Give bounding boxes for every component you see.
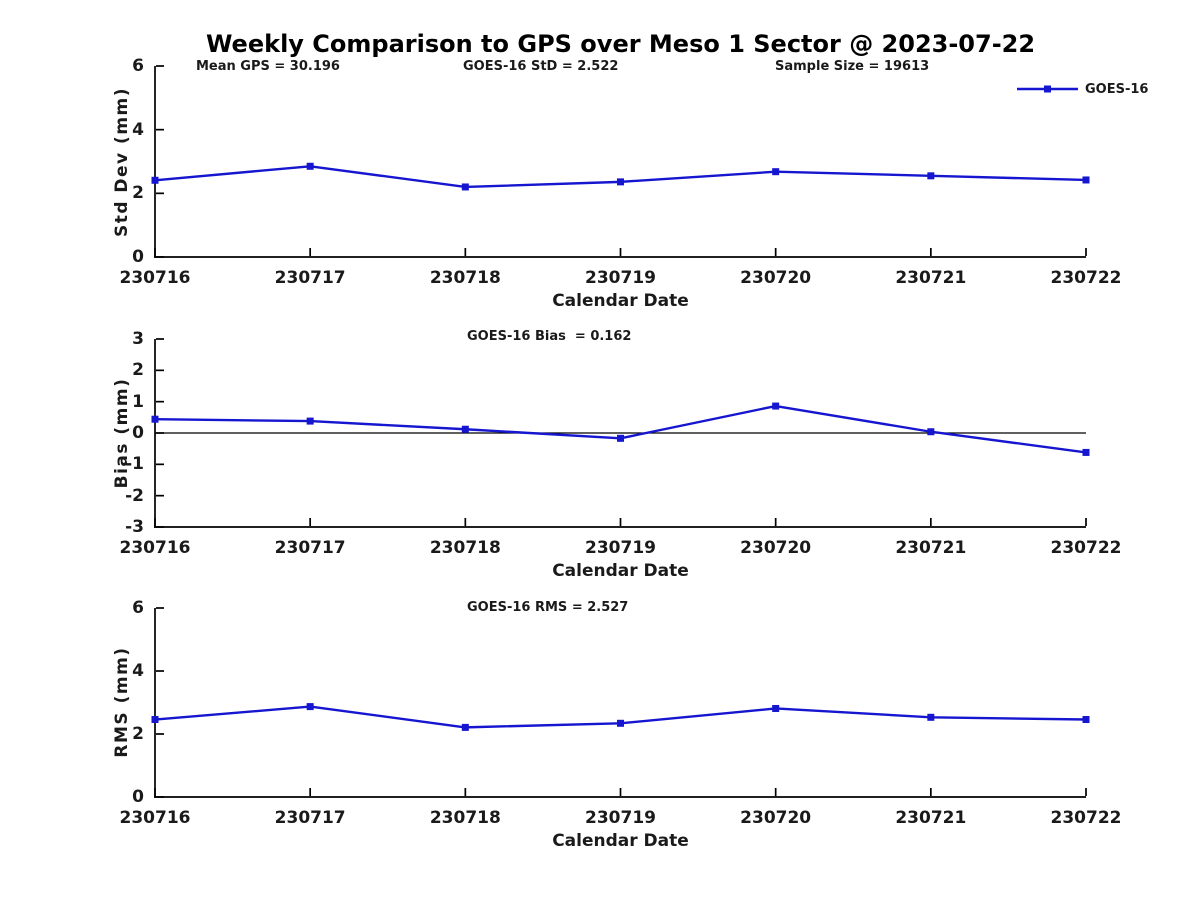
y-tick-label: -2 — [125, 485, 144, 506]
data-point-marker — [151, 176, 159, 184]
x-tick-label: 230722 — [1050, 808, 1122, 828]
x-tick-label: 230721 — [895, 808, 967, 828]
data-point-marker — [151, 716, 159, 724]
subplot-rms — [151, 607, 1090, 798]
x-tick-label: 230716 — [119, 538, 191, 558]
legend-label-goes16: GOES-16 — [1085, 82, 1149, 97]
data-point-marker — [151, 415, 159, 423]
data-point-marker — [927, 428, 935, 436]
data-point-marker — [1082, 716, 1090, 724]
x-tick-label: 230720 — [740, 808, 812, 828]
x-tick-label: 230718 — [429, 268, 501, 288]
x-tick-label: 230721 — [895, 538, 967, 558]
x-axis-label-subplot1: Calendar Date — [552, 291, 689, 311]
figure-title: Weekly Comparison to GPS over Meso 1 Sec… — [205, 30, 1036, 58]
legend-marker-square — [1044, 85, 1051, 93]
data-point-marker — [461, 723, 469, 731]
data-point-marker — [927, 172, 935, 180]
subplot-bias — [151, 338, 1090, 528]
legend — [1017, 85, 1078, 93]
subplot-std-dev — [151, 65, 1090, 258]
x-tick-label: 230719 — [585, 538, 656, 558]
x-tick-label: 230722 — [1050, 268, 1122, 288]
data-point-marker — [772, 402, 780, 410]
annotation-mean-gps: Mean GPS = 30.196 — [196, 59, 340, 74]
y-tick-label: 1 — [132, 391, 144, 412]
x-tick-label: 230720 — [740, 538, 812, 558]
x-axis-label-subplot3: Calendar Date — [552, 831, 689, 851]
data-point-marker — [772, 704, 780, 712]
x-tick-label: 230718 — [429, 538, 501, 558]
annotation-goes16-rms: GOES-16 RMS = 2.527 — [467, 600, 629, 615]
y-tick-label: 3 — [132, 329, 144, 349]
annotation-goes16-std: GOES-16 StD = 2.522 — [463, 59, 619, 74]
x-tick-label: 230722 — [1050, 538, 1122, 558]
x-tick-label: 230716 — [119, 268, 191, 288]
x-tick-label: 230718 — [429, 808, 501, 828]
y-tick-label: 2 — [132, 724, 144, 744]
data-point-marker — [927, 713, 935, 721]
data-point-marker — [617, 719, 624, 727]
y-tick-label: 6 — [132, 56, 144, 76]
x-tick-label: 230716 — [119, 808, 191, 828]
y-tick-label: 2 — [132, 183, 144, 204]
data-point-marker — [772, 168, 780, 176]
data-point-marker — [306, 417, 314, 425]
x-tick-label: 230721 — [895, 268, 967, 288]
y-tick-label: 2 — [132, 360, 144, 381]
data-point-marker — [461, 183, 469, 191]
data-point-marker — [1082, 448, 1090, 456]
y-tick-label: 4 — [132, 661, 144, 681]
y-tick-label: 0 — [132, 787, 144, 807]
data-point-marker — [306, 703, 314, 711]
x-tick-label: 230717 — [274, 268, 346, 288]
y-tick-label: 0 — [132, 423, 144, 443]
data-point-marker — [1082, 176, 1090, 184]
data-point-marker — [617, 178, 624, 186]
annotation-goes16-bias: GOES-16 Bias = 0.162 — [467, 329, 632, 344]
series-line-goes-16 — [154, 404, 1087, 454]
y-axis-label-std-dev: Std Dev (mm) — [112, 86, 132, 238]
y-tick-label: 6 — [132, 598, 144, 618]
x-axis-label-subplot2: Calendar Date — [552, 561, 689, 581]
x-tick-label: 230717 — [274, 808, 346, 828]
y-tick-label: -3 — [125, 517, 144, 537]
data-point-marker — [617, 434, 624, 442]
y-tick-label: 4 — [132, 119, 144, 140]
data-point-marker — [461, 425, 469, 433]
x-tick-label: 230717 — [274, 538, 346, 558]
x-tick-label: 230719 — [585, 808, 656, 828]
y-tick-label: -1 — [125, 454, 144, 475]
x-tick-label: 230719 — [585, 268, 656, 288]
x-tick-label: 230720 — [740, 268, 812, 288]
data-point-marker — [306, 162, 314, 170]
annotation-sample-size: Sample Size = 19613 — [775, 59, 930, 74]
y-tick-label: 0 — [132, 247, 144, 267]
